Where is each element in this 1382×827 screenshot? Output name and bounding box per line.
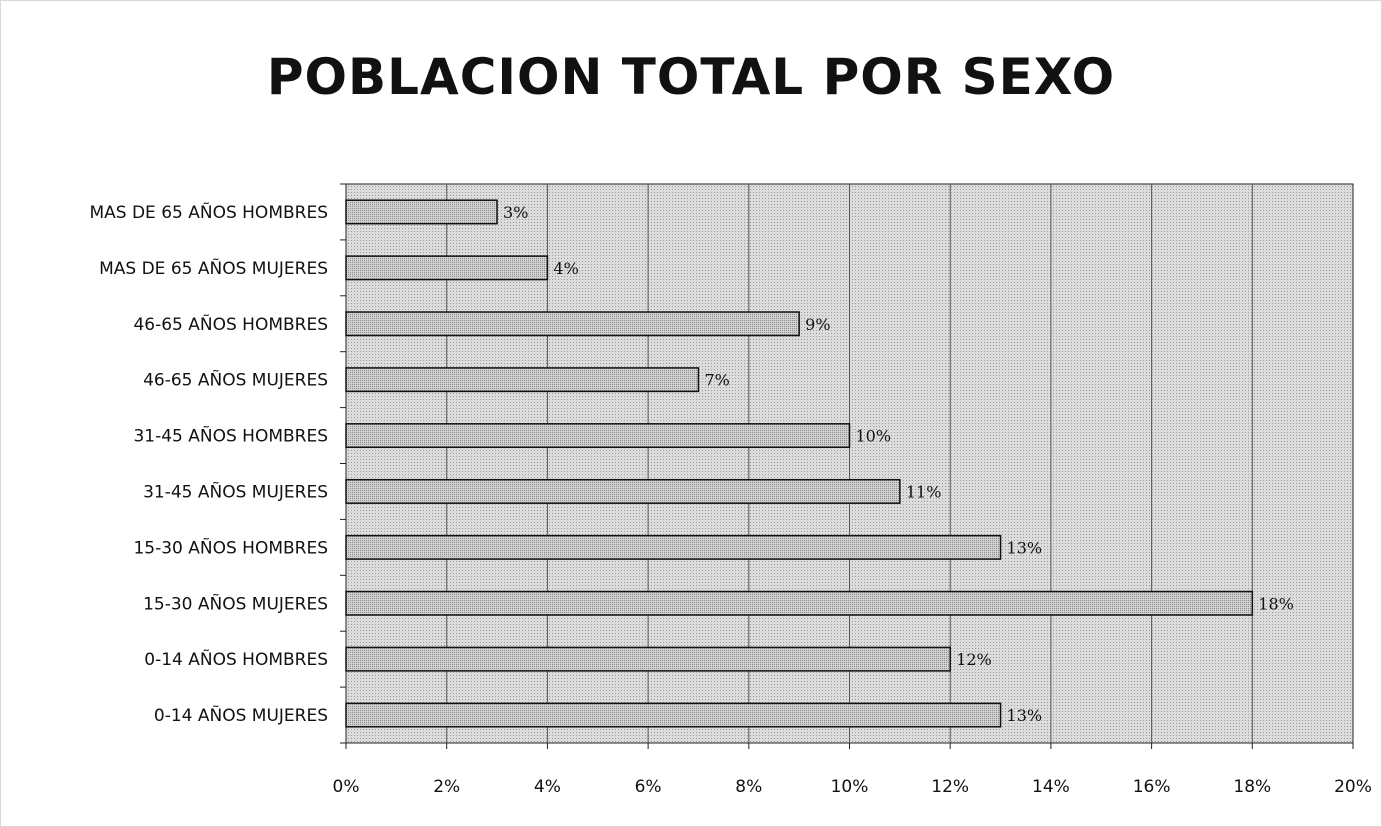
category-label: 15-30 AÑOS HOMBRES bbox=[133, 536, 328, 558]
bar bbox=[345, 367, 700, 393]
bar bbox=[345, 423, 851, 449]
data-label: 9% bbox=[805, 315, 830, 334]
x-tick-label: 2% bbox=[433, 777, 460, 797]
x-tick-label: 8% bbox=[735, 777, 762, 797]
x-tick-label: 16% bbox=[1133, 777, 1171, 797]
bar bbox=[345, 702, 1002, 728]
category-label: 31-45 AÑOS HOMBRES bbox=[133, 425, 328, 447]
x-tick-label: 12% bbox=[931, 777, 969, 797]
x-tick-label: 20% bbox=[1334, 777, 1372, 797]
category-label: MAS DE 65 AÑOS MUJERES bbox=[99, 257, 328, 279]
bar bbox=[345, 534, 1002, 560]
data-label: 18% bbox=[1258, 594, 1294, 613]
category-label: 46-65 AÑOS MUJERES bbox=[143, 369, 328, 391]
bar bbox=[345, 255, 549, 281]
category-label: 31-45 AÑOS MUJERES bbox=[143, 480, 328, 502]
x-tick-label: 4% bbox=[534, 777, 561, 797]
bar bbox=[345, 590, 1254, 616]
x-tick-label: 0% bbox=[333, 777, 360, 797]
category-label: 46-65 AÑOS HOMBRES bbox=[133, 313, 328, 335]
category-label: 0-14 AÑOS HOMBRES bbox=[144, 648, 328, 670]
data-label: 4% bbox=[553, 259, 578, 278]
data-label: 11% bbox=[906, 482, 942, 501]
x-tick-label: 18% bbox=[1233, 777, 1271, 797]
data-label: 13% bbox=[1007, 706, 1043, 725]
data-label: 10% bbox=[856, 427, 892, 446]
x-tick-label: 10% bbox=[831, 777, 869, 797]
data-label: 13% bbox=[1007, 538, 1043, 557]
x-tick-label: 14% bbox=[1032, 777, 1070, 797]
x-tick-label: 6% bbox=[635, 777, 662, 797]
bar bbox=[345, 646, 951, 672]
chart-title: POBLACION TOTAL POR SEXO bbox=[266, 48, 1116, 106]
bar bbox=[345, 311, 800, 337]
data-label: 7% bbox=[704, 371, 729, 390]
data-label: 12% bbox=[956, 650, 992, 669]
category-label: 0-14 AÑOS MUJERES bbox=[154, 704, 328, 726]
bar bbox=[345, 199, 498, 225]
data-label: 3% bbox=[503, 203, 528, 222]
category-label: 15-30 AÑOS MUJERES bbox=[143, 592, 328, 614]
bar bbox=[345, 478, 901, 504]
category-label: MAS DE 65 AÑOS HOMBRES bbox=[89, 201, 328, 223]
